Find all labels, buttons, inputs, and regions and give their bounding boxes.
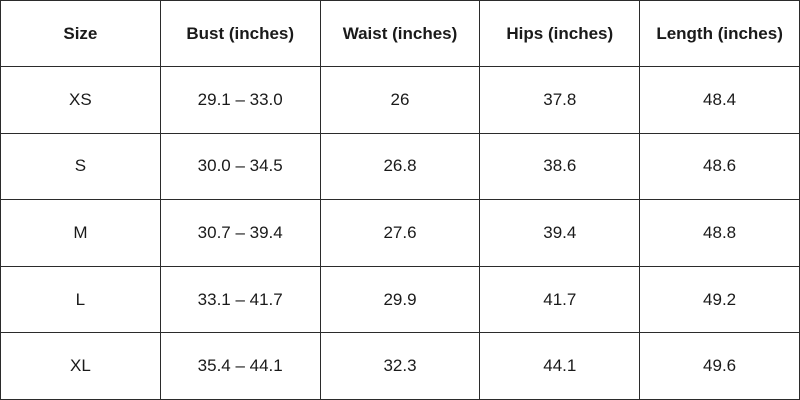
column-header-waist: Waist (inches) bbox=[319, 0, 481, 67]
size-cell: XL bbox=[0, 332, 161, 400]
table-row: S 30.0 – 34.5 26.8 38.6 48.6 bbox=[0, 132, 800, 201]
waist-cell: 26.8 bbox=[319, 132, 481, 201]
table-row: XL 35.4 – 44.1 32.3 44.1 49.6 bbox=[0, 332, 800, 400]
table-row: XS 29.1 – 33.0 26 37.8 48.4 bbox=[0, 66, 800, 134]
hips-cell: 44.1 bbox=[479, 332, 641, 400]
table-header: Size Bust (inches) Waist (inches) Hips (… bbox=[0, 0, 800, 67]
bust-cell: 30.7 – 39.4 bbox=[159, 199, 321, 267]
table-row: L 33.1 – 41.7 29.9 41.7 49.2 bbox=[0, 265, 800, 334]
column-header-bust: Bust (inches) bbox=[159, 0, 321, 67]
length-cell: 48.4 bbox=[639, 66, 800, 134]
bust-cell: 33.1 – 41.7 bbox=[159, 265, 321, 334]
length-cell: 48.8 bbox=[639, 199, 800, 267]
waist-cell: 27.6 bbox=[319, 199, 481, 267]
column-header-size: Size bbox=[0, 0, 161, 67]
table-row: M 30.7 – 39.4 27.6 39.4 48.8 bbox=[0, 199, 800, 267]
header-row: Size Bust (inches) Waist (inches) Hips (… bbox=[0, 0, 800, 67]
length-cell: 49.6 bbox=[639, 332, 800, 400]
column-header-length: Length (inches) bbox=[639, 0, 800, 67]
hips-cell: 39.4 bbox=[479, 199, 641, 267]
hips-cell: 38.6 bbox=[479, 132, 641, 201]
size-cell: L bbox=[0, 265, 161, 334]
table-body: XS 29.1 – 33.0 26 37.8 48.4 S 30.0 – 34.… bbox=[0, 66, 800, 400]
length-cell: 48.6 bbox=[639, 132, 800, 201]
size-cell: XS bbox=[0, 66, 161, 134]
hips-cell: 37.8 bbox=[479, 66, 641, 134]
hips-cell: 41.7 bbox=[479, 265, 641, 334]
size-cell: S bbox=[0, 132, 161, 201]
bust-cell: 29.1 – 33.0 bbox=[159, 66, 321, 134]
waist-cell: 26 bbox=[319, 66, 481, 134]
length-cell: 49.2 bbox=[639, 265, 800, 334]
bust-cell: 35.4 – 44.1 bbox=[159, 332, 321, 400]
size-cell: M bbox=[0, 199, 161, 267]
waist-cell: 29.9 bbox=[319, 265, 481, 334]
bust-cell: 30.0 – 34.5 bbox=[159, 132, 321, 201]
column-header-hips: Hips (inches) bbox=[479, 0, 641, 67]
waist-cell: 32.3 bbox=[319, 332, 481, 400]
